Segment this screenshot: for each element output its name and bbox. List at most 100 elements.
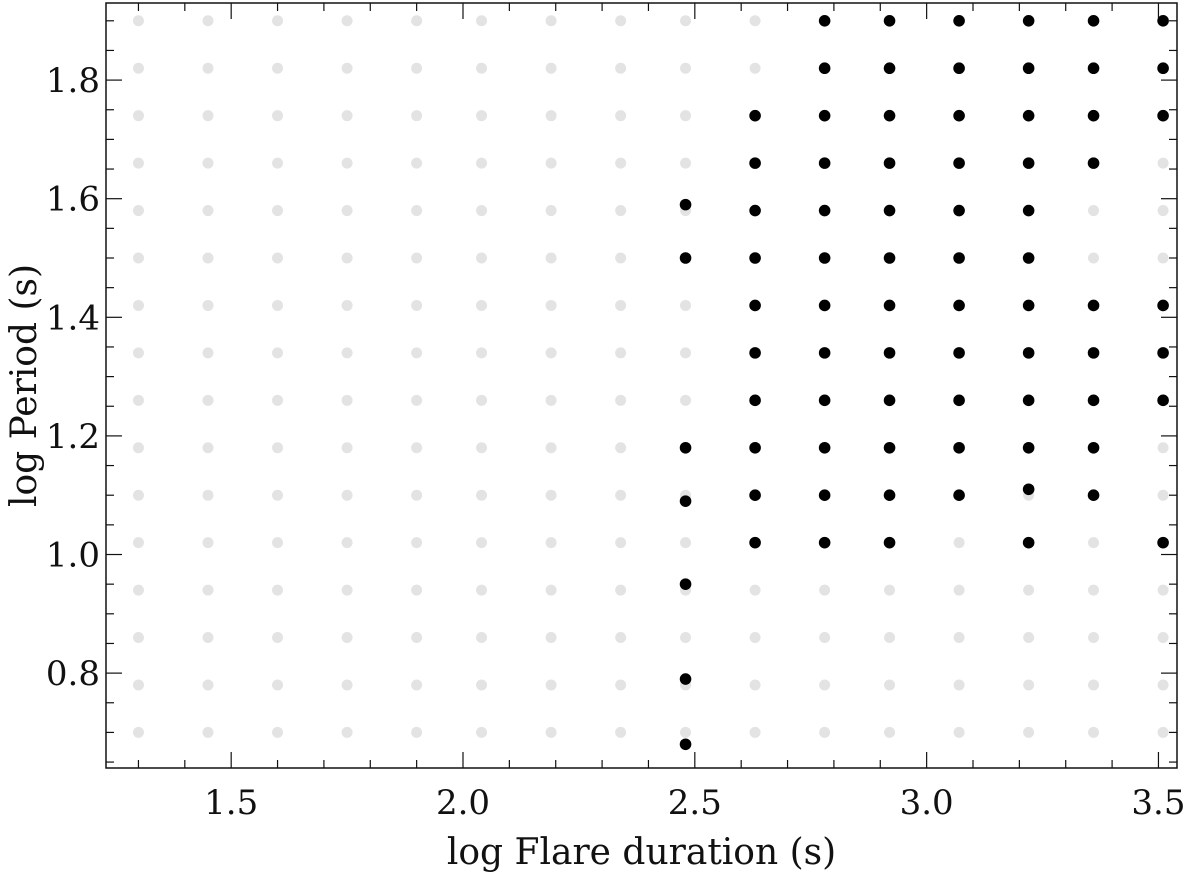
black-data-point	[883, 109, 896, 122]
grey-data-point	[272, 679, 284, 691]
grey-data-point	[1157, 489, 1169, 501]
black-data-point	[818, 299, 831, 312]
grey-data-point	[476, 205, 488, 217]
grey-data-point	[341, 205, 353, 217]
black-data-point	[679, 495, 692, 507]
grey-data-point	[1023, 584, 1035, 596]
black-data-point	[818, 252, 831, 264]
grey-data-point	[545, 110, 557, 122]
grey-data-point	[1088, 205, 1100, 217]
grey-data-point	[411, 205, 423, 217]
black-data-point	[1022, 204, 1035, 217]
grey-data-point	[272, 110, 284, 122]
grey-data-point	[680, 632, 692, 644]
grey-data-point	[476, 537, 488, 549]
grey-data-point	[1157, 157, 1169, 169]
black-data-point	[883, 157, 896, 169]
grey-data-point	[341, 537, 353, 549]
grey-data-point	[1023, 632, 1035, 644]
grey-data-point	[615, 205, 627, 217]
grey-data-point	[1088, 679, 1100, 691]
black-data-point	[749, 252, 761, 264]
black-data-point	[1087, 157, 1100, 169]
grey-data-point	[476, 726, 488, 738]
black-data-point	[1087, 62, 1100, 75]
grey-data-point	[1157, 205, 1169, 217]
grey-data-point	[341, 15, 353, 27]
black-data-point	[1022, 394, 1035, 407]
grey-data-point	[411, 110, 423, 122]
grey-data-point	[476, 62, 488, 74]
black-data-point	[1022, 299, 1035, 312]
grey-data-point	[615, 15, 627, 27]
grey-data-point	[1088, 252, 1100, 264]
grey-data-point	[1157, 442, 1169, 454]
black-data-point	[749, 441, 761, 454]
grey-data-point	[202, 537, 214, 549]
black-data-point	[818, 441, 831, 454]
x-tick-label: 2.0	[436, 783, 490, 823]
grey-data-point	[202, 110, 214, 122]
grey-data-point	[132, 442, 144, 454]
grey-data-point	[680, 537, 692, 549]
grey-data-point	[545, 347, 557, 359]
tick-labels: 1.5 2.0 2.5 3.0 3.5 0.8 1.0 1.2 1.4 1.6 1.8	[46, 61, 1186, 823]
x-tick-label: 3.5	[1131, 783, 1185, 823]
grey-data-point	[1157, 632, 1169, 644]
grey-data-point	[1088, 726, 1100, 738]
grey-data-point	[884, 726, 896, 738]
black-data-point	[1087, 14, 1100, 27]
black-data-point	[1022, 252, 1035, 264]
grey-data-point	[680, 110, 692, 122]
black-data-point	[883, 252, 896, 264]
grey-data-point	[545, 442, 557, 454]
black-data-point	[1087, 347, 1100, 359]
grey-data-point	[272, 205, 284, 217]
black-data-point	[953, 252, 965, 264]
black-data-point	[749, 157, 761, 169]
background-grid-points	[132, 15, 1169, 738]
black-data-point	[679, 673, 692, 685]
grey-data-point	[680, 157, 692, 169]
black-data-point	[1157, 62, 1169, 75]
grey-data-point	[132, 15, 144, 27]
grey-data-point	[341, 252, 353, 264]
black-data-point	[1022, 14, 1035, 27]
black-data-point	[1157, 14, 1169, 27]
grey-data-point	[476, 110, 488, 122]
grey-data-point	[411, 726, 423, 738]
grey-data-point	[272, 299, 284, 311]
grey-data-point	[341, 632, 353, 644]
grey-data-point	[202, 205, 214, 217]
grey-data-point	[749, 726, 761, 738]
plot-frame	[105, 2, 1178, 769]
grey-data-point	[615, 299, 627, 311]
grey-data-point	[411, 15, 423, 27]
grey-data-point	[202, 679, 214, 691]
grey-data-point	[341, 584, 353, 596]
black-data-point	[953, 347, 965, 359]
grey-data-point	[411, 394, 423, 406]
y-tick-label: 1.6	[46, 180, 100, 220]
x-tick-label: 3.0	[900, 783, 954, 823]
black-data-point	[749, 394, 761, 407]
grey-data-point	[202, 62, 214, 74]
grey-data-point	[411, 299, 423, 311]
grey-data-point	[132, 394, 144, 406]
black-data-point	[679, 198, 692, 211]
black-data-point	[749, 536, 761, 549]
black-data-point	[1022, 483, 1035, 496]
grey-data-point	[680, 15, 692, 27]
black-data-point	[883, 347, 896, 359]
black-data-point	[953, 441, 965, 454]
black-data-point	[953, 299, 965, 312]
black-data-point	[1022, 536, 1035, 549]
grey-data-point	[545, 15, 557, 27]
grey-data-point	[132, 632, 144, 644]
grey-data-point	[615, 584, 627, 596]
grey-data-point	[476, 584, 488, 596]
grey-data-point	[202, 347, 214, 359]
grey-data-point	[884, 679, 896, 691]
black-data-point	[1022, 109, 1035, 122]
